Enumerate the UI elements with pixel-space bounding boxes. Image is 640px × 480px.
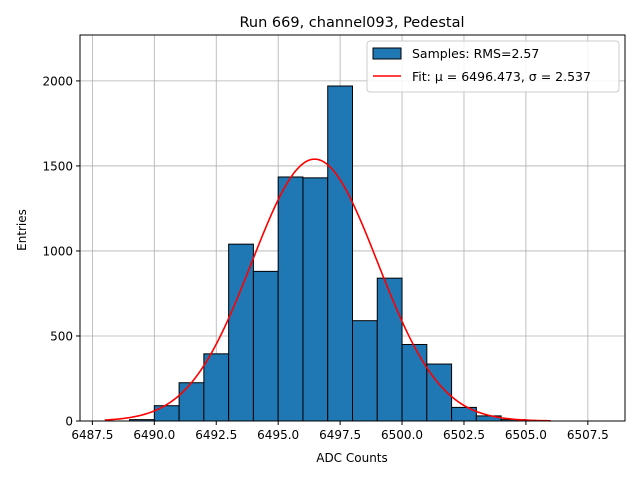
chart-title: Run 669, channel093, Pedestal <box>239 15 464 31</box>
x-tick-label: 6505.0 <box>505 428 547 442</box>
histogram-bar <box>252 270 279 422</box>
x-tick-label: 6492.5 <box>195 428 237 442</box>
histogram-bar <box>302 177 329 422</box>
fit-curve-group <box>104 158 551 422</box>
legend: Samples: RMS=2.57 Fit: μ = 6496.473, σ =… <box>366 40 620 93</box>
histogram-bar <box>401 343 428 422</box>
legend-box <box>366 40 620 93</box>
y-axis-label: Entries <box>15 209 29 251</box>
x-tick-label: 6502.5 <box>443 428 485 442</box>
x-tick-label: 6495.0 <box>257 428 299 442</box>
legend-samples-swatch <box>372 47 402 60</box>
plot-frame <box>79 34 626 422</box>
histogram-bar <box>277 176 304 422</box>
y-tick-label: 0 <box>65 415 73 429</box>
legend-fit-label: Fit: μ = 6496.473, σ = 2.537 <box>412 69 591 84</box>
histogram-bar <box>178 382 205 422</box>
y-tick-label: 2000 <box>42 74 73 88</box>
y-tick-label: 1500 <box>42 159 73 173</box>
histogram-bars <box>129 85 527 422</box>
histogram-bar <box>228 243 254 422</box>
legend-samples-label: Samples: RMS=2.57 <box>412 46 539 61</box>
histogram-bar <box>153 405 180 422</box>
y-tick-label: 500 <box>50 329 73 343</box>
x-tick-label: 6497.5 <box>319 428 361 442</box>
x-tick-label: 6487.5 <box>71 428 113 442</box>
y-tick-label: 1000 <box>42 244 73 258</box>
x-axis-ticks: 6487.5 6490.0 6492.5 6495.0 6497.5 6500.0 6502… <box>71 421 609 442</box>
y-axis-ticks: 0 500 1000 1500 2000 <box>42 74 80 429</box>
fit-curve <box>104 158 551 422</box>
x-tick-label: 6490.0 <box>133 428 175 442</box>
histogram-bar <box>352 320 378 422</box>
x-tick-label: 6500.0 <box>381 428 423 442</box>
x-tick-label: 6507.5 <box>567 428 609 442</box>
histogram-bar <box>327 85 353 422</box>
histogram-bar <box>203 353 230 422</box>
histogram-bar <box>376 277 403 422</box>
x-axis-label: ADC Counts <box>316 451 388 465</box>
